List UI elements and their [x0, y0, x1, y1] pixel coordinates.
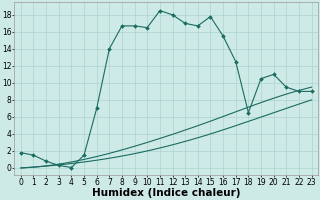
X-axis label: Humidex (Indice chaleur): Humidex (Indice chaleur) — [92, 188, 240, 198]
